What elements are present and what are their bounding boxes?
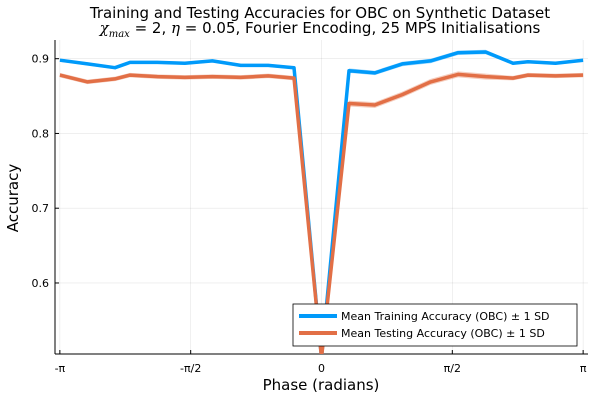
y-axis-label: Accuracy bbox=[4, 164, 22, 233]
subtitle-eta-value: = 0.05 bbox=[180, 19, 236, 37]
legend-label-testing: Mean Testing Accuracy (OBC) ± 1 SD bbox=[341, 327, 545, 340]
x-tick-label: π bbox=[580, 362, 587, 375]
chart-title: Training and Testing Accuracies for OBC … bbox=[89, 4, 550, 22]
y-tick-label: 0.6 bbox=[32, 277, 50, 290]
x-axis-label: Phase (radians) bbox=[263, 376, 380, 394]
legend-box bbox=[292, 303, 578, 347]
x-tick-label: 0 bbox=[318, 362, 325, 375]
subtitle-eta: η bbox=[171, 19, 180, 37]
subtitle-chi: χ bbox=[99, 19, 110, 37]
training-accuracy-line bbox=[59, 50, 584, 354]
x-tick-label: -π/2 bbox=[180, 362, 201, 375]
y-tick-label: 0.8 bbox=[32, 127, 50, 140]
subtitle-chi-value: = 2, bbox=[130, 19, 171, 37]
testing-accuracy-line bbox=[59, 72, 584, 354]
chart-subtitle: χmax = 2, η = 0.05, Fourier Encoding, 25… bbox=[99, 19, 541, 40]
y-ticks: 0.6 0.7 0.8 0.9 bbox=[32, 53, 59, 290]
x-tick-label: -π bbox=[55, 362, 66, 375]
subtitle-chi-subscript: max bbox=[109, 29, 130, 40]
y-tick-label: 0.7 bbox=[32, 202, 50, 215]
y-tick-label: 0.9 bbox=[32, 53, 50, 66]
subtitle-rest: , Fourier Encoding, 25 MPS Initialisatio… bbox=[236, 19, 541, 37]
x-ticks: -π -π/2 0 π/2 π bbox=[55, 350, 587, 375]
series-layer bbox=[59, 49, 584, 354]
x-tick-label: π/2 bbox=[444, 362, 461, 375]
grid-lines bbox=[55, 40, 588, 354]
legend-label-training: Mean Training Accuracy (OBC) ± 1 SD bbox=[341, 310, 550, 323]
legend: Mean Training Accuracy (OBC) ± 1 SD Mean… bbox=[292, 303, 578, 347]
